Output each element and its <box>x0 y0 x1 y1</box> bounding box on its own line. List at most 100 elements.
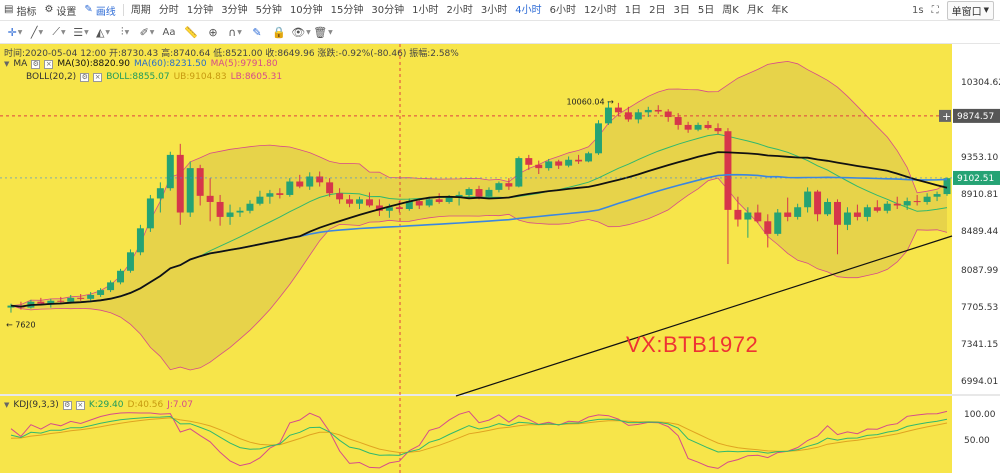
last-price-label: 9102.51 <box>957 174 994 184</box>
chevron-down-icon: ▼ <box>237 28 242 36</box>
candle-body <box>883 203 891 211</box>
visibility-tool[interactable]: 👁 ▼ <box>290 21 312 44</box>
crosshair-price-tag <box>953 108 1000 123</box>
text-tool[interactable]: Aa <box>158 21 180 44</box>
candlestick-chart[interactable]: 10304.62 9353.10 8910.81 8489.44 8087.99 7705… <box>0 44 1000 473</box>
high-price-annotation: 10060.04 → <box>566 97 614 106</box>
eye-icon: 👁 <box>291 25 306 39</box>
price-tick-label: 8087.99 <box>961 266 998 276</box>
fibonacci-tool[interactable]: ⫶ ▼ <box>114 21 136 44</box>
ma30-value: MA(30):8820.90 <box>57 59 130 69</box>
pencil-lock-icon: ✎ <box>252 25 262 39</box>
settings-button[interactable]: ⚙ 设置 <box>40 0 80 21</box>
candle-body <box>67 297 75 302</box>
draw-line-button[interactable]: ✎ 画线 <box>80 0 119 21</box>
indicator-button[interactable]: ▤ 指标 <box>0 0 40 21</box>
period-option[interactable]: 3日 <box>673 4 690 16</box>
period-option[interactable]: 10分钟 <box>289 4 323 16</box>
drawing-tools-bar: ✛ ▼ ╱ ▼ ⟋ ▼ ☰ ▼ ◭ ▼ ⫶ ▼ ✐ ▼ Aa 📏 ⊕ ∩ ▼ ✎ 🔒 👁 ▼ 🗑 ▼ <box>0 21 1000 44</box>
close-icon[interactable]: × <box>75 400 85 410</box>
candle-body <box>415 201 423 206</box>
price-tick-label: 8489.44 <box>961 227 998 237</box>
ray-icon: ⟋ <box>52 25 61 38</box>
chevron-down-icon: ▼ <box>328 28 333 36</box>
settings-icon[interactable]: ⚙ <box>31 59 41 69</box>
chevron-down-icon: ▼ <box>149 28 155 36</box>
kdj-k-line <box>10 415 948 456</box>
price-tick-label: 7341.15 <box>961 340 998 350</box>
period-option[interactable]: 1日 <box>624 4 642 16</box>
candle-body <box>246 203 254 211</box>
candle-body <box>316 176 324 183</box>
period-option[interactable]: 4小时 <box>515 4 542 16</box>
chevron-down-icon: ▼ <box>124 28 130 36</box>
fibonacci-icon: ⫶ <box>120 25 124 38</box>
period-option[interactable]: 15分钟 <box>330 4 364 16</box>
pattern-tool[interactable]: ◭ ▼ <box>92 21 114 44</box>
period-option[interactable]: 1小时 <box>412 4 439 16</box>
interval-badge[interactable]: 1s <box>912 4 924 16</box>
candle-body <box>724 131 732 210</box>
candle-body <box>923 196 931 202</box>
measure-tool[interactable]: 📏 <box>180 21 202 44</box>
candle-body <box>644 109 652 113</box>
candle-body <box>156 188 164 199</box>
close-icon[interactable]: × <box>44 59 54 69</box>
kdj-tick-label: 50.00 <box>964 436 990 446</box>
candle-body <box>943 178 951 195</box>
ruler-icon: 📏 <box>184 25 198 39</box>
period-option[interactable]: 分时 <box>158 4 179 16</box>
period-option[interactable]: 30分钟 <box>371 4 405 16</box>
window-mode-button[interactable]: 单窗口 ▼ <box>946 0 994 20</box>
period-option[interactable]: 2日 <box>649 4 666 16</box>
candle-body <box>654 109 662 112</box>
ray-tool[interactable]: ⟋ ▼ <box>48 21 70 44</box>
period-option[interactable]: 年K <box>771 4 788 16</box>
period-option[interactable]: 12小时 <box>584 4 617 16</box>
kdj-legend-name: KDJ(9,3,3) <box>13 400 59 410</box>
candle-body <box>395 207 403 209</box>
candle-body <box>913 201 921 203</box>
chart-area[interactable]: 10304.62 9353.10 8910.81 8489.44 8087.99 7705… <box>0 44 1000 473</box>
settings-icon[interactable]: ⚙ <box>80 72 90 82</box>
settings-icon[interactable]: ⚙ <box>62 400 72 410</box>
settings-label: 设置 <box>56 6 77 18</box>
trendline-tool[interactable]: ╱ ▼ <box>26 21 48 44</box>
candle-body <box>196 168 204 196</box>
lock-tool[interactable]: 🔒 <box>268 21 290 44</box>
candle-body <box>226 212 234 217</box>
delete-tool[interactable]: 🗑 ▼ <box>312 21 334 44</box>
candle-body <box>57 300 65 302</box>
close-icon[interactable]: × <box>93 72 103 82</box>
period-option[interactable]: 3小时 <box>480 4 508 16</box>
candle-body <box>535 164 543 169</box>
period-option[interactable]: 6小时 <box>549 4 577 16</box>
gear-icon: ⚙ <box>44 4 54 15</box>
period-option[interactable]: 月K <box>746 4 764 16</box>
period-option[interactable]: 1分钟 <box>186 4 214 16</box>
brush-tool[interactable]: ✐ ▼ <box>136 21 158 44</box>
add-alert-button[interactable] <box>939 109 951 122</box>
crosshair-tool[interactable]: ✛ ▼ <box>4 21 26 44</box>
price-tick-label: 6994.01 <box>961 377 998 387</box>
period-option[interactable]: 3分钟 <box>221 4 248 16</box>
chevron-down-icon: ▼ <box>61 28 66 36</box>
collapse-icon[interactable]: ▼ <box>4 60 10 68</box>
chevron-down-icon: ▼ <box>17 28 23 36</box>
fullscreen-icon[interactable]: ⛶ <box>931 4 939 16</box>
period-option[interactable]: 5分钟 <box>255 4 282 16</box>
zoom-in-tool[interactable]: ⊕ <box>202 21 224 44</box>
magnet-tool[interactable]: ∩ ▼ <box>224 21 246 44</box>
horizontal-line-tool[interactable]: ☰ ▼ <box>70 21 92 44</box>
ma30-line <box>10 151 948 308</box>
candle-body <box>604 107 612 124</box>
lock-drawing-tool[interactable]: ✎ <box>246 21 268 44</box>
price-tick-label: 9353.10 <box>961 153 998 163</box>
period-option[interactable]: 5日 <box>697 4 715 16</box>
period-option[interactable]: 周K <box>722 4 739 16</box>
candle-body <box>515 158 523 187</box>
period-option[interactable]: 2小时 <box>446 4 473 16</box>
collapse-icon[interactable]: ▼ <box>4 401 10 409</box>
candle-body <box>286 181 294 195</box>
trendline-icon: ╱ <box>30 25 38 39</box>
